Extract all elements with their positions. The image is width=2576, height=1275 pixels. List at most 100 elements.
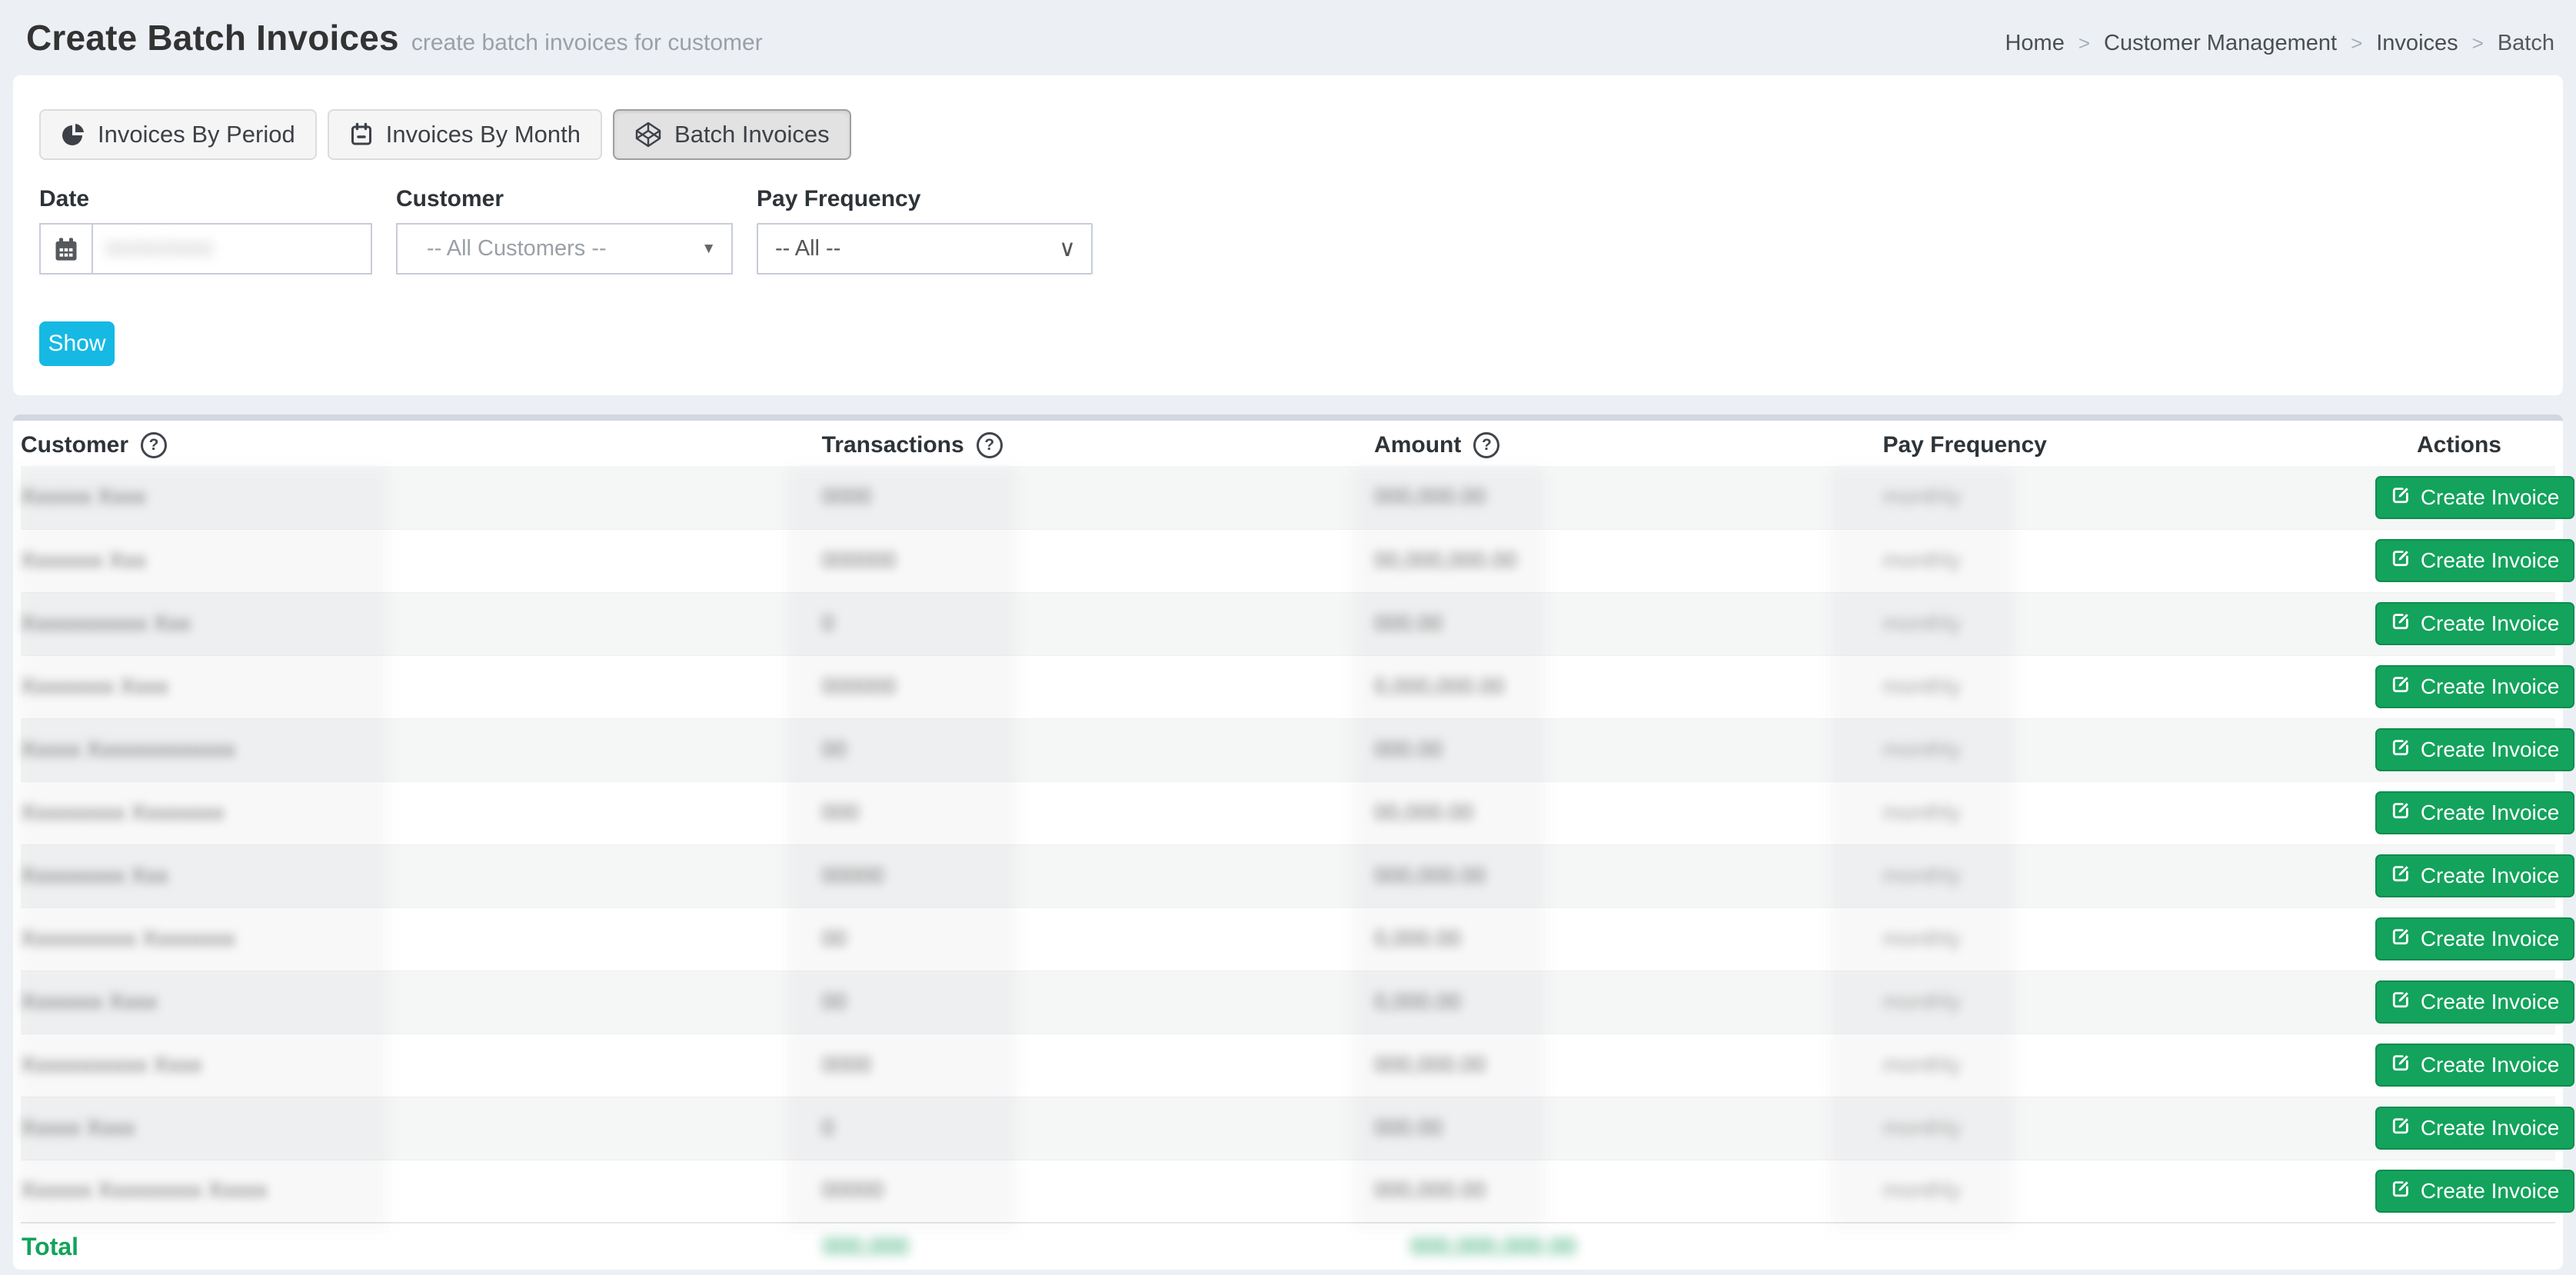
table-row: Xxxxxx Xxxx 0000 000,000.00 monthly Crea… bbox=[21, 466, 2575, 529]
tab-label: Batch Invoices bbox=[674, 121, 830, 148]
invoice-table-panel: Customer? Transactions? Amount? Pay Freq… bbox=[13, 414, 2575, 1270]
table-row: Xxxxxxxxx Xxx 00000 000,000.00 monthly C… bbox=[21, 844, 2575, 907]
tab-invoices-by-month[interactable]: Invoices By Month bbox=[327, 109, 603, 160]
create-invoice-button[interactable]: Create Invoice bbox=[2375, 1107, 2575, 1150]
edit-icon bbox=[2391, 674, 2411, 700]
pay-frequency-value-blurred: monthly bbox=[1882, 1052, 1961, 1077]
transactions-value-blurred: 000000 bbox=[821, 548, 897, 573]
pay-frequency-cell: monthly bbox=[1882, 718, 2375, 781]
edit-icon bbox=[2391, 989, 2411, 1015]
filter-panel: Invoices By Period Invoices By Month Bat… bbox=[13, 75, 2563, 395]
tab-invoices-by-period[interactable]: Invoices By Period bbox=[39, 109, 317, 160]
pay-frequency-label: Pay Frequency bbox=[757, 186, 921, 211]
page-subtitle: create batch invoices for customer bbox=[411, 30, 763, 55]
actions-cell: Create Invoice bbox=[2375, 970, 2575, 1034]
create-invoice-button[interactable]: Create Invoice bbox=[2375, 1169, 2575, 1213]
create-invoice-button[interactable]: Create Invoice bbox=[2375, 728, 2575, 771]
transactions-value-blurred: 00 bbox=[821, 989, 847, 1014]
help-icon[interactable]: ? bbox=[141, 431, 168, 458]
transactions-cell: 000000 bbox=[822, 529, 1374, 592]
amount-value-blurred: 000,000.00 bbox=[1374, 863, 1486, 888]
amount-value-blurred: 0,000,000.00 bbox=[1374, 674, 1505, 699]
total-label: Total bbox=[22, 1232, 79, 1260]
transactions-cell: 00 bbox=[822, 718, 1374, 781]
customer-cell: Xxxxxxxxx Xxxxxxxx bbox=[21, 781, 822, 844]
pay-frequency-value-blurred: monthly bbox=[1882, 674, 1961, 699]
edit-icon bbox=[2391, 1178, 2411, 1204]
amount-cell: 000.00 bbox=[1374, 718, 1882, 781]
pay-frequency-value-blurred: monthly bbox=[1882, 611, 1961, 636]
amount-value-blurred: 00,000,000.00 bbox=[1374, 548, 1517, 573]
create-invoice-button[interactable]: Create Invoice bbox=[2375, 602, 2575, 645]
actions-cell: Create Invoice bbox=[2375, 781, 2575, 844]
create-invoice-button[interactable]: Create Invoice bbox=[2375, 1044, 2575, 1087]
pay-frequency-value-blurred: monthly bbox=[1882, 1115, 1961, 1140]
transactions-cell: 00 bbox=[822, 970, 1374, 1034]
breadcrumb-invoices[interactable]: Invoices bbox=[2376, 31, 2458, 55]
customer-name-blurred: Xxxxxxxxxxx Xxx bbox=[21, 611, 191, 636]
date-input[interactable]: 00/00/0000 bbox=[93, 225, 371, 273]
actions-cell: Create Invoice bbox=[2375, 1097, 2575, 1160]
table-row: Xxxxxxx Xxxx 00 0,000.00 monthly Create … bbox=[21, 970, 2575, 1034]
create-invoice-button[interactable]: Create Invoice bbox=[2375, 791, 2575, 834]
breadcrumb-separator: > bbox=[2078, 32, 2091, 55]
calendar-icon[interactable] bbox=[41, 225, 93, 273]
create-invoice-button[interactable]: Create Invoice bbox=[2375, 980, 2575, 1024]
pay-frequency-cell: monthly bbox=[1882, 592, 2375, 655]
edit-icon bbox=[2391, 1115, 2411, 1141]
customer-name-blurred: Xxxxxx Xxxxxxxxx Xxxxx bbox=[21, 1178, 268, 1203]
batch-invoices-table: Customer? Transactions? Amount? Pay Freq… bbox=[21, 421, 2575, 1270]
create-invoice-button[interactable]: Create Invoice bbox=[2375, 917, 2575, 960]
transactions-value-blurred: 00000 bbox=[821, 1178, 884, 1203]
amount-cell: 00,000.00 bbox=[1374, 781, 1882, 844]
table-row: Xxxxxxxxxxx Xxx 0 000.00 monthly Create … bbox=[21, 592, 2575, 655]
breadcrumb-customer-management[interactable]: Customer Management bbox=[2104, 31, 2338, 55]
transactions-value-blurred: 0 bbox=[821, 611, 834, 636]
transactions-value-blurred: 00 bbox=[821, 926, 847, 951]
create-invoice-label: Create Invoice bbox=[2420, 484, 2560, 509]
transactions-cell: 0000 bbox=[822, 466, 1374, 529]
pie-chart-icon bbox=[61, 122, 85, 147]
column-header-actions: Actions bbox=[2375, 421, 2555, 466]
create-invoice-button[interactable]: Create Invoice bbox=[2375, 854, 2575, 897]
transactions-value-blurred: 0 bbox=[821, 1115, 834, 1140]
amount-cell: 0,000,000.00 bbox=[1374, 655, 1882, 718]
pay-frequency-value-blurred: monthly bbox=[1882, 863, 1961, 888]
edit-icon bbox=[2391, 484, 2411, 511]
breadcrumb: Home > Customer Management > Invoices > … bbox=[2005, 31, 2561, 56]
total-amount-blurred: 000,000,000.00 bbox=[1410, 1233, 1576, 1260]
create-invoice-button[interactable]: Create Invoice bbox=[2375, 539, 2575, 582]
edit-icon bbox=[2391, 863, 2411, 889]
customer-cell: Xxxxxxxxx Xxx bbox=[21, 844, 822, 907]
pay-frequency-cell: monthly bbox=[1882, 466, 2375, 529]
date-label: Date bbox=[39, 186, 90, 211]
customer-name-blurred: Xxxxxxxxxxx Xxxx bbox=[21, 1052, 202, 1077]
transactions-cell: 00 bbox=[822, 907, 1374, 970]
amount-value-blurred: 000,000.00 bbox=[1374, 1178, 1486, 1203]
create-invoice-button[interactable]: Create Invoice bbox=[2375, 475, 2575, 519]
help-icon[interactable]: ? bbox=[1473, 431, 1500, 458]
customer-cell: Xxxxx Xxxxxxxxxxxxx bbox=[21, 718, 822, 781]
breadcrumb-home[interactable]: Home bbox=[2005, 31, 2065, 55]
actions-cell: Create Invoice bbox=[2375, 1034, 2575, 1097]
table-row: Xxxxxxxx Xxxx 000000 0,000,000.00 monthl… bbox=[21, 655, 2575, 718]
table-row: Xxxxxx Xxxxxxxxx Xxxxx 00000 000,000.00 … bbox=[21, 1160, 2575, 1223]
transactions-cell: 0 bbox=[822, 1097, 1374, 1160]
help-icon[interactable]: ? bbox=[976, 431, 1003, 458]
show-button[interactable]: Show bbox=[39, 321, 115, 366]
tab-batch-invoices[interactable]: Batch Invoices bbox=[613, 109, 851, 160]
batch-cube-icon bbox=[634, 121, 662, 148]
pay-frequency-value-blurred: monthly bbox=[1882, 1178, 1961, 1203]
transactions-value-blurred: 0000 bbox=[821, 1052, 872, 1077]
pay-frequency-cell: monthly bbox=[1882, 781, 2375, 844]
customer-name-blurred: Xxxxx Xxxxxxxxxxxxx bbox=[21, 737, 235, 762]
table-row: Xxxxxxxxxxx Xxxx 0000 000,000.00 monthly… bbox=[21, 1034, 2575, 1097]
pay-frequency-select[interactable]: -- All -- ∨ bbox=[757, 223, 1093, 275]
customer-select[interactable]: -- All Customers -- ▼ bbox=[396, 223, 733, 275]
page-header: Create Batch Invoices create batch invoi… bbox=[0, 0, 2576, 75]
title-wrap: Create Batch Invoices create batch invoi… bbox=[26, 17, 763, 58]
pay-frequency-cell: monthly bbox=[1882, 970, 2375, 1034]
edit-icon bbox=[2391, 737, 2411, 763]
create-invoice-button[interactable]: Create Invoice bbox=[2375, 665, 2575, 708]
breadcrumb-batch: Batch bbox=[2497, 31, 2554, 55]
